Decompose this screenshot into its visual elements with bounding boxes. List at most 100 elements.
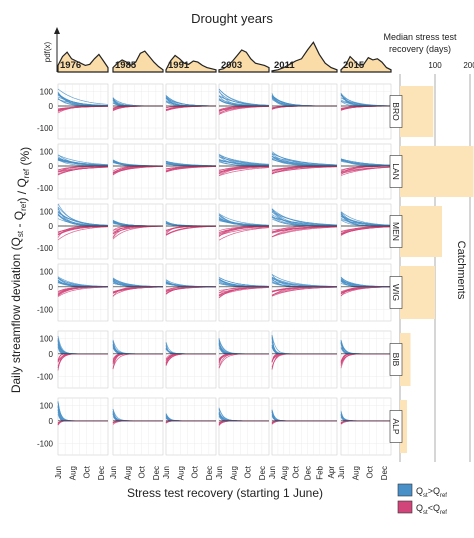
x-tick-2015-Aug: Aug — [351, 466, 360, 480]
curve-pos-MEN-2003 — [218, 213, 269, 226]
curve-neg-LAN-2015 — [340, 166, 391, 172]
x-tick-1985-Jun: Jun — [109, 466, 118, 479]
y-tick-BRO-0: 0 — [49, 102, 54, 111]
recovery-bar-WIG — [400, 266, 435, 319]
x-tick-1991-Oct: Oct — [191, 465, 200, 478]
curve-pos-WIG-2015 — [340, 277, 391, 287]
curve-pos-LAN-2003 — [218, 154, 269, 166]
x-tick-1985-Oct: Oct — [138, 465, 147, 478]
y-tick-ALP--100: -100 — [37, 440, 54, 449]
legend-swatch-1 — [397, 500, 413, 514]
x-tick-2003-Dec: Dec — [258, 466, 267, 480]
year-label-2003: 2003 — [221, 60, 242, 71]
panel-WIG-2015 — [340, 263, 392, 322]
curve-pos-BRO-1976 — [57, 88, 109, 105]
catchment-label-ALP: ALP — [391, 418, 401, 434]
legend-label-0: Qst>Qref — [416, 486, 447, 499]
x-tick-2015-Dec: Dec — [380, 466, 389, 480]
catchment-label-LAN: LAN — [391, 163, 401, 180]
recovery-bar-LAN — [400, 146, 474, 197]
x-tick-1985-Dec: Dec — [152, 466, 161, 480]
panel-ALP-2011 — [271, 397, 338, 456]
y-tick-LAN--100: -100 — [37, 184, 54, 193]
pdf-curve-1985 — [112, 50, 164, 73]
panel-BRO-1991 — [165, 83, 217, 140]
x-axis-label: Stress test recovery (starting 1 June) — [127, 486, 323, 500]
x-tick-1985-Aug: Aug — [123, 466, 132, 480]
curve-pos-LAN-1991 — [165, 160, 216, 166]
curve-neg-LAN-2003 — [218, 167, 270, 177]
recovery-bar-BIB — [400, 333, 411, 386]
y-tick-WIG-100: 100 — [40, 268, 54, 277]
legend-swatch-0 — [397, 483, 413, 497]
curve-neg-BRO-2003 — [218, 105, 269, 112]
curve-pos-MEN-2003 — [218, 219, 270, 227]
panel-BIB-1976 — [57, 330, 109, 389]
curve-neg-MEN-2011 — [271, 226, 338, 238]
chart-title: Drought years — [191, 11, 273, 26]
panel-WIG-1985 — [112, 263, 164, 322]
y-tick-LAN-0: 0 — [49, 162, 54, 171]
pdf-axis-label: pdf(x) — [43, 41, 52, 62]
curve-neg-MEN-2011 — [271, 225, 338, 238]
panel-WIG-1976 — [57, 263, 109, 322]
y-axis-label: Daily streamflow deviation (Qst - Qref) … — [9, 147, 32, 393]
x-tick-1991-Aug: Aug — [176, 466, 185, 480]
catchment-label-WIG: WIG — [391, 284, 401, 301]
x-tick-2015-Oct: Oct — [366, 465, 375, 478]
curve-neg-MEN-1976 — [57, 226, 108, 236]
catchment-label-BIB: BIB — [391, 353, 401, 367]
panel-LAN-2011 — [271, 143, 338, 200]
year-label-1991: 1991 — [168, 60, 190, 71]
curve-neg-WIG-2011 — [271, 286, 337, 297]
curve-pos-LAN-1976 — [57, 158, 108, 166]
recovery-title-line1: Median stress test — [383, 32, 457, 42]
pdf-axis-arrow — [54, 27, 60, 34]
curve-neg-WIG-1985 — [112, 286, 163, 297]
panel-BRO-1976 — [57, 83, 109, 140]
y-tick-MEN--100: -100 — [37, 244, 54, 253]
y-tick-ALP-0: 0 — [49, 417, 54, 426]
catchments-side-label: Catchments — [455, 241, 467, 300]
curve-pos-LAN-1976 — [57, 154, 109, 165]
x-tick-1991-Dec: Dec — [205, 466, 214, 480]
y-tick-MEN-0: 0 — [49, 222, 54, 231]
curve-neg-LAN-2003 — [218, 165, 270, 173]
recovery-tick-100: 100 — [428, 61, 442, 70]
y-tick-BIB-0: 0 — [49, 350, 54, 359]
panel-MEN-2011 — [271, 203, 338, 260]
y-tick-LAN-100: 100 — [40, 147, 54, 156]
catchment-label-BRO: BRO — [391, 102, 401, 121]
catchment-box-ALP — [389, 410, 403, 443]
year-label-2015: 2015 — [343, 60, 365, 71]
pdf-curve-2003 — [218, 49, 270, 73]
curve-neg-LAN-1976 — [57, 165, 108, 171]
x-tick-2011-Dec: Dec — [303, 466, 312, 480]
curve-pos-BRO-2015 — [340, 95, 391, 107]
panel-WIG-1991 — [165, 263, 217, 322]
curve-neg-LAN-1991 — [165, 165, 216, 170]
catchment-box-WIG — [389, 276, 403, 309]
catchment-label-MEN: MEN — [391, 222, 401, 241]
curve-pos-LAN-1976 — [57, 159, 109, 166]
year-label-2011: 2011 — [274, 60, 295, 71]
x-tick-1976-Oct: Oct — [83, 465, 92, 478]
panel-BRO-2015 — [340, 83, 392, 140]
curve-neg-MEN-2003 — [218, 227, 269, 236]
y-tick-BIB-100: 100 — [40, 335, 54, 344]
x-tick-1976-Aug: Aug — [68, 466, 77, 480]
pdf-curve-1991 — [165, 54, 217, 73]
panel-LAN-1985 — [112, 143, 164, 200]
curve-pos-MEN-1976 — [57, 213, 108, 227]
x-tick-2015-Jun: Jun — [337, 466, 346, 479]
panel-BIB-2011 — [271, 330, 338, 389]
panel-ALP-2003 — [218, 397, 270, 456]
curve-neg-LAN-2003 — [218, 166, 270, 173]
recovery-bar-MEN — [400, 206, 442, 257]
x-tick-2011-Apr: Apr — [327, 466, 336, 479]
curve-neg-MEN-1976 — [57, 226, 109, 241]
catchment-box-LAN — [389, 155, 403, 188]
curve-neg-MEN-2003 — [218, 226, 269, 235]
curve-neg-MEN-2015 — [340, 226, 391, 233]
